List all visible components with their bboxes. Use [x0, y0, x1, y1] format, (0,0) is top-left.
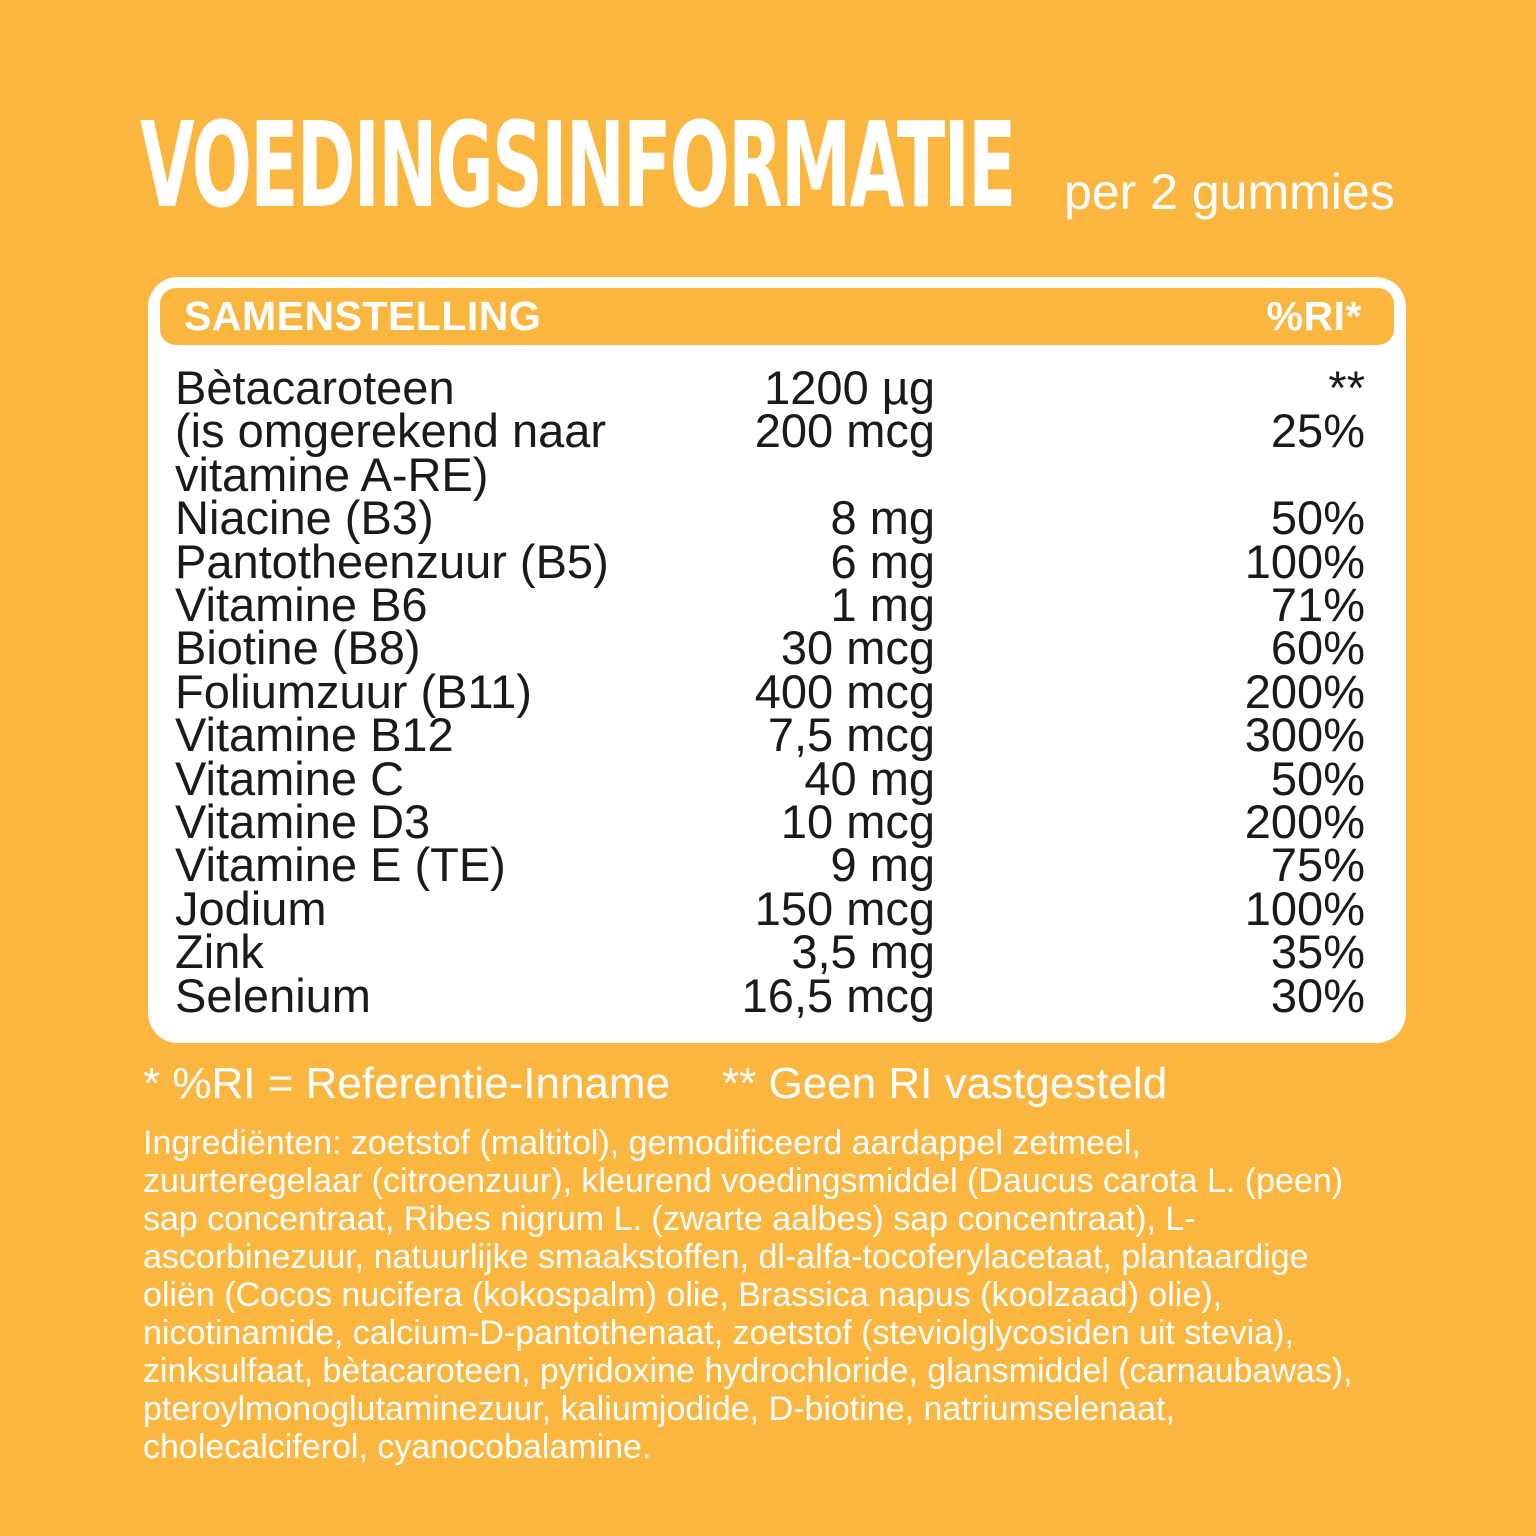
nutrient-name: Biotine (B8) — [175, 621, 421, 675]
nutrient-ri: 200% — [1244, 664, 1365, 718]
nutrient-ri: 25% — [1270, 404, 1365, 458]
nutrient-ri: 100% — [1244, 881, 1365, 935]
column-header-ri: %RI* — [1266, 293, 1362, 339]
footnotes: * %RI = Referentie-Inname ** Geen RI vas… — [143, 1058, 1167, 1111]
nutrient-ri: 75% — [1270, 838, 1365, 892]
nutrient-ri: ** — [1328, 361, 1365, 414]
nutrient-ri: 200% — [1244, 795, 1365, 849]
table-body: Bètacaroteen 1200 µg ** (is omgerekend naar… — [175, 361, 1365, 1022]
nutrient-name: Vitamine E (TE) — [175, 838, 506, 892]
nutrient-amount: 200 mcg — [754, 404, 935, 458]
nutrient-name: Vitamine C — [175, 751, 405, 805]
nutrient-amount: 10 mcg — [780, 795, 935, 849]
nutrient-ri: 300% — [1244, 708, 1365, 762]
nutrient-ri: 100% — [1244, 534, 1365, 588]
nutrient-ri: 60% — [1270, 621, 1365, 675]
ingredients-line: zuurteregelaar (citroenzuur), kleurend v… — [143, 1162, 1344, 1200]
nutrient-amount: 30 mcg — [780, 621, 935, 675]
nutrient-name: Vitamine B6 — [175, 578, 428, 632]
nutrient-amount: 1200 µg — [764, 361, 935, 414]
ingredients-line: cholecalciferol, cyanocobalamine. — [143, 1428, 652, 1466]
nutrient-name: Zink — [175, 925, 264, 979]
nutrient-name: Foliumzuur (B11) — [175, 664, 532, 718]
nutrient-amount: 40 mg — [804, 751, 935, 805]
ingredients-line: ascorbinezuur, natuurlijke smaakstoffen,… — [143, 1238, 1309, 1276]
nutrient-amount: 16,5 mcg — [741, 968, 935, 1022]
nutrition-table: SAMENSTELLING %RI* Bètacaroteen 1200 µg **… — [148, 277, 1406, 1043]
nutrient-ri: 50% — [1270, 751, 1365, 805]
nutrient-ri: 71% — [1270, 578, 1365, 632]
nutrient-amount: 150 mcg — [754, 881, 935, 935]
nutrient-name: Vitamine B12 — [175, 708, 454, 762]
footnote-ri-definition: * %RI = Referentie-Inname — [143, 1059, 671, 1108]
nutrient-ri: 50% — [1270, 491, 1365, 545]
nutrient-name: vitamine A-RE) — [175, 447, 489, 501]
nutrient-amount: 400 mcg — [754, 664, 935, 718]
ingredients-line: zinksulfaat, bètacaroteen, pyridoxine hy… — [143, 1352, 1353, 1390]
nutrient-ri: 30% — [1270, 968, 1365, 1022]
ingredients-line: pteroylmonoglutaminezuur, kaliumjodide, … — [143, 1390, 1175, 1428]
ingredients-line: oliën (Cocos nucifera (kokospalm) olie, … — [143, 1276, 1223, 1314]
nutrient-name: Vitamine D3 — [175, 795, 431, 849]
ingredients-list: Ingrediënten: zoetstof (maltitol), gemod… — [143, 1124, 1353, 1466]
nutrient-amount: 7,5 mcg — [767, 708, 935, 762]
nutrient-name: Selenium — [175, 968, 371, 1022]
nutrient-amount: 6 mg — [830, 534, 936, 588]
ingredients-line: nicotinamide, calcium-D-pantothenaat, zo… — [143, 1314, 1294, 1352]
nutrient-amount: 9 mg — [830, 838, 936, 892]
nutrient-amount: 3,5 mg — [791, 925, 935, 979]
nutrient-ri: 35% — [1270, 925, 1365, 979]
nutrient-name: Niacine (B3) — [175, 491, 434, 545]
nutrient-name: Pantotheenzuur (B5) — [175, 534, 609, 588]
nutrient-name: Jodium — [175, 881, 327, 935]
footnote-no-ri-established: ** Geen RI vastgesteld — [722, 1059, 1168, 1108]
ingredients-line: sap concentraat, Ribes nigrum L. (zwarte… — [143, 1200, 1196, 1238]
page-title: VOEDINGSINFORMATIE — [140, 96, 1016, 234]
nutrient-name: Bètacaroteen — [175, 361, 455, 414]
ingredients-line: Ingrediënten: zoetstof (maltitol), gemod… — [143, 1124, 1141, 1162]
nutrient-ri — [935, 453, 1365, 496]
nutrient-amount: 1 mg — [830, 578, 936, 632]
nutrient-amount — [645, 453, 935, 496]
nutrient-amount: 8 mg — [830, 491, 936, 545]
table-header-bar: SAMENSTELLING %RI* — [160, 288, 1394, 345]
serving-size-label: per 2 gummies — [1064, 164, 1395, 220]
column-header-composition: SAMENSTELLING — [184, 293, 542, 339]
nutrient-name: (is omgerekend naar — [175, 404, 607, 458]
